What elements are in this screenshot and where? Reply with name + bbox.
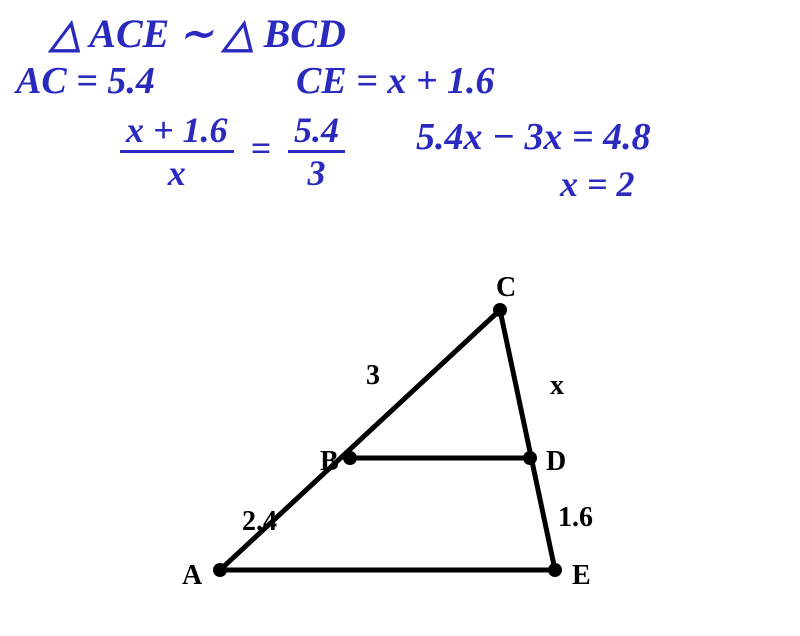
proportion: x + 1.6 x = 5.4 3 <box>120 112 345 191</box>
label-seg_BC: 3 <box>366 360 380 391</box>
label-E: E <box>572 560 591 591</box>
triangle-figure: A B C D E 3 x 2.4 1.6 <box>160 260 640 630</box>
label-seg_AB: 2.4 <box>242 506 277 537</box>
equals-sign: = <box>251 128 272 168</box>
label-D: D <box>546 446 566 477</box>
edge-CE <box>500 310 555 570</box>
similarity-statement: △ ACE ∼ △ BCD <box>50 14 346 54</box>
vertex-C <box>493 303 507 317</box>
fraction-left-den: x <box>162 153 192 191</box>
fraction-right-den: 3 <box>302 153 332 191</box>
vertex-A <box>213 563 227 577</box>
fraction-right: 5.4 3 <box>288 112 345 191</box>
given-ce: CE = x + 1.6 <box>296 62 495 100</box>
answer: x = 2 <box>560 166 635 202</box>
equation-step: 5.4x − 3x = 4.8 <box>416 118 651 156</box>
fraction-right-num: 5.4 <box>288 112 345 153</box>
vertex-B <box>343 451 357 465</box>
given-ac: AC = 5.4 <box>16 62 155 100</box>
vertex-D <box>523 451 537 465</box>
label-B: B <box>320 446 339 477</box>
figure-labels: A B C D E 3 x 2.4 1.6 <box>182 272 593 591</box>
label-C: C <box>496 272 516 303</box>
label-A: A <box>182 560 203 591</box>
vertex-E <box>548 563 562 577</box>
label-seg_CD: x <box>550 370 564 401</box>
label-seg_DE: 1.6 <box>558 502 593 533</box>
fraction-left-num: x + 1.6 <box>120 112 234 153</box>
fraction-left: x + 1.6 x <box>120 112 234 191</box>
